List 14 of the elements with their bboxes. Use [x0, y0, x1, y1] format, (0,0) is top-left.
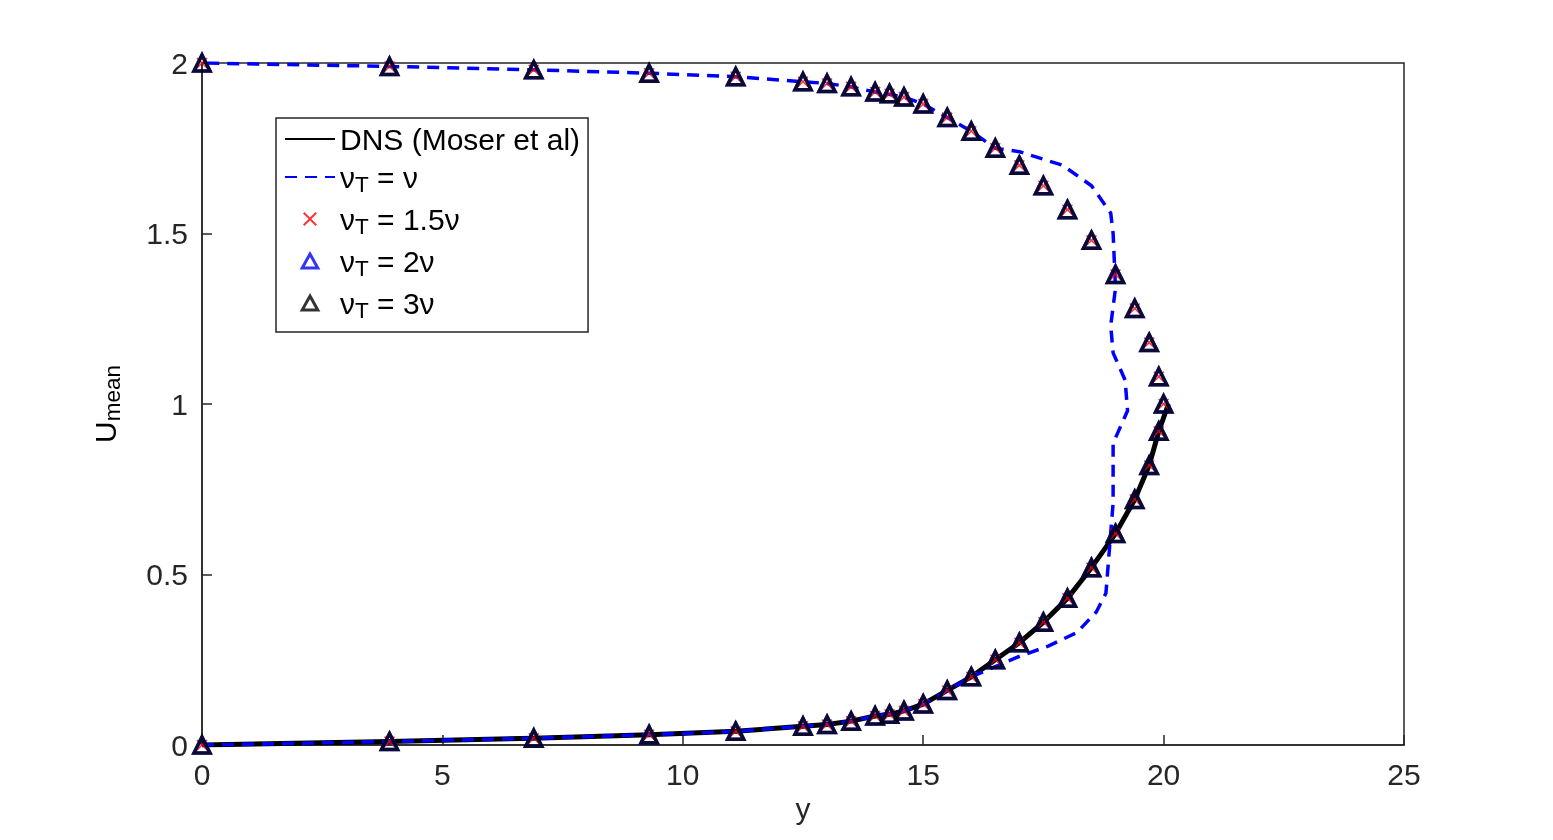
x-tick-label: 20 — [1146, 757, 1181, 791]
y-tick-label: 1.5 — [146, 217, 188, 250]
y-tick-label: 1 — [171, 387, 188, 421]
x-tick-label: 15 — [906, 757, 940, 791]
y-tick-label: 0 — [171, 728, 188, 762]
x-tick-label: 25 — [1387, 757, 1421, 791]
legend-label: DNS (Moser et al) — [340, 122, 581, 156]
y-tick-label: 0.5 — [146, 558, 188, 591]
x-tick-label: 5 — [434, 757, 451, 791]
x-axis-title: y — [795, 792, 811, 826]
y-tick-label: 2 — [171, 46, 188, 80]
x-tick-label: 10 — [666, 757, 700, 791]
x-tick-label: 0 — [193, 757, 211, 791]
y-axis-title: Umean — [88, 365, 125, 443]
